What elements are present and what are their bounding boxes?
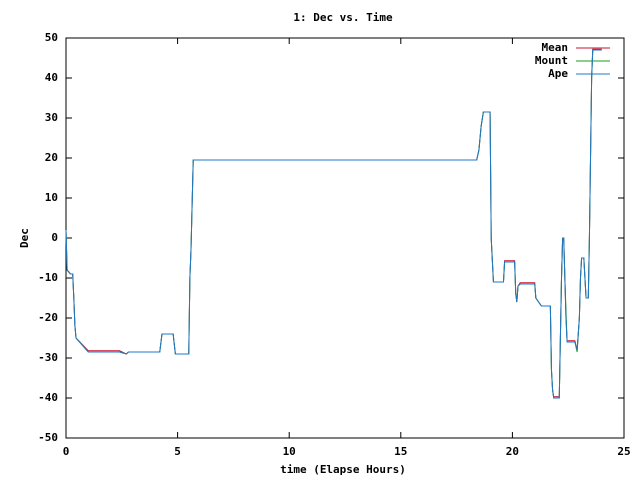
x-axis-label: time (Elapse Hours) xyxy=(280,463,406,476)
x-tick-label: 5 xyxy=(174,445,181,458)
plot-border xyxy=(65,37,625,439)
y-tick-label: -20 xyxy=(38,311,58,324)
y-tick-label: 20 xyxy=(45,151,58,164)
y-axis-label: Dec xyxy=(18,228,31,248)
data-line xyxy=(65,48,602,398)
x-tick-label: 0 xyxy=(63,445,70,458)
y-tick-label: 0 xyxy=(51,231,58,244)
legend-label: Mount xyxy=(535,54,568,67)
x-tick-label: 15 xyxy=(394,445,407,458)
y-tick-label: 10 xyxy=(45,191,58,204)
x-tick-label: 20 xyxy=(506,445,519,458)
data-line xyxy=(65,49,602,399)
x-tick-label: 10 xyxy=(283,445,296,458)
y-tick-label: -10 xyxy=(38,271,58,284)
data-line xyxy=(65,49,602,399)
legend-label: Mean xyxy=(542,41,569,54)
x-tick-label: 25 xyxy=(617,445,630,458)
y-tick-label: -30 xyxy=(38,351,58,364)
y-tick-label: 50 xyxy=(45,31,58,44)
y-tick-label: 30 xyxy=(45,111,58,124)
y-tick-label: -50 xyxy=(38,431,58,444)
chart-title: 1: Dec vs. Time xyxy=(293,11,393,24)
legend-label: Ape xyxy=(548,67,568,80)
y-tick-label: -40 xyxy=(38,391,58,404)
y-tick-label: 40 xyxy=(45,71,58,84)
